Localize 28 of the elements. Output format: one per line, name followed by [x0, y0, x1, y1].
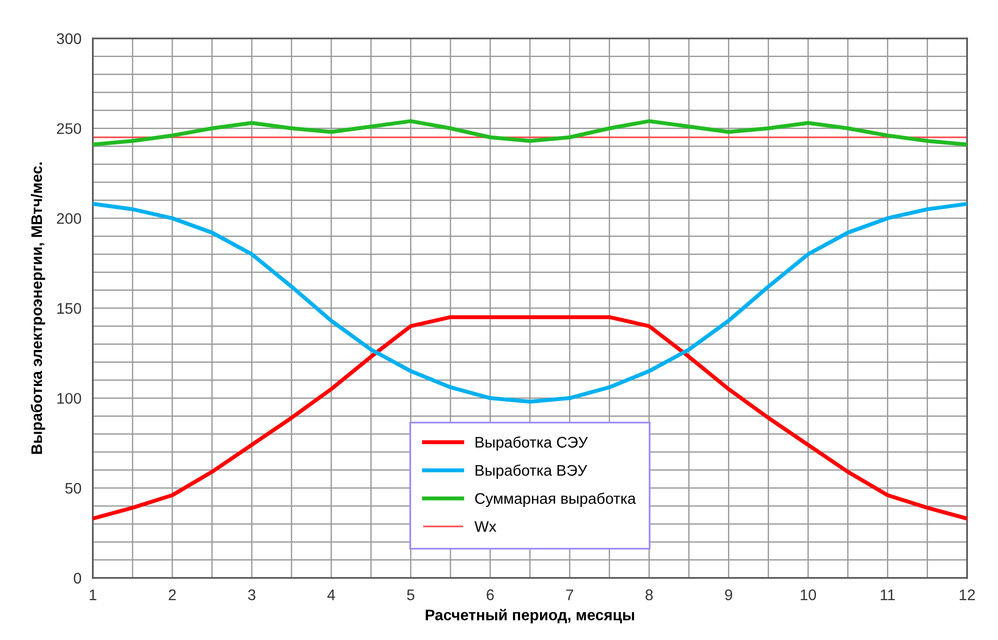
- legend-label: Выработка СЭУ: [476, 436, 588, 451]
- x-tick-label: 3: [248, 589, 256, 600]
- y-tick-label: 150: [57, 303, 82, 314]
- x-tick-label: 9: [725, 589, 732, 600]
- line-series: [92, 315, 968, 521]
- x-tick-label: 2: [168, 589, 176, 600]
- y-tick-label: 300: [56, 33, 82, 44]
- y-tick-label: 100: [57, 392, 82, 404]
- y-tick-label: 250: [56, 123, 82, 134]
- legend-label: Wx: [474, 521, 496, 532]
- x-tick-label: 12: [960, 589, 975, 600]
- x-tick-label: 1: [90, 590, 96, 600]
- x-tick-label: 10: [800, 589, 816, 600]
- y-tick-label: 200: [56, 213, 82, 224]
- x-axis-title: Расчетный период, месяцы: [426, 608, 634, 624]
- y-tick-label: 50: [65, 482, 82, 494]
- x-tick-label: 5: [407, 590, 414, 600]
- x-tick-label: 8: [646, 589, 653, 600]
- x-tick-label: 4: [327, 590, 336, 600]
- legend-label: Выработка ВЭУ: [476, 464, 588, 479]
- line-series: [92, 119, 968, 146]
- y-tick-label: 0: [74, 572, 82, 584]
- legend-label: Суммарная выработка: [475, 492, 636, 507]
- x-tick-label: 6: [486, 589, 494, 600]
- x-tick-label: 7: [566, 590, 574, 600]
- x-tick-label: 11: [880, 590, 895, 600]
- line-series: [92, 202, 968, 404]
- y-axis-title: Выработка электроэнергии, МВтч/мес.: [30, 162, 46, 454]
